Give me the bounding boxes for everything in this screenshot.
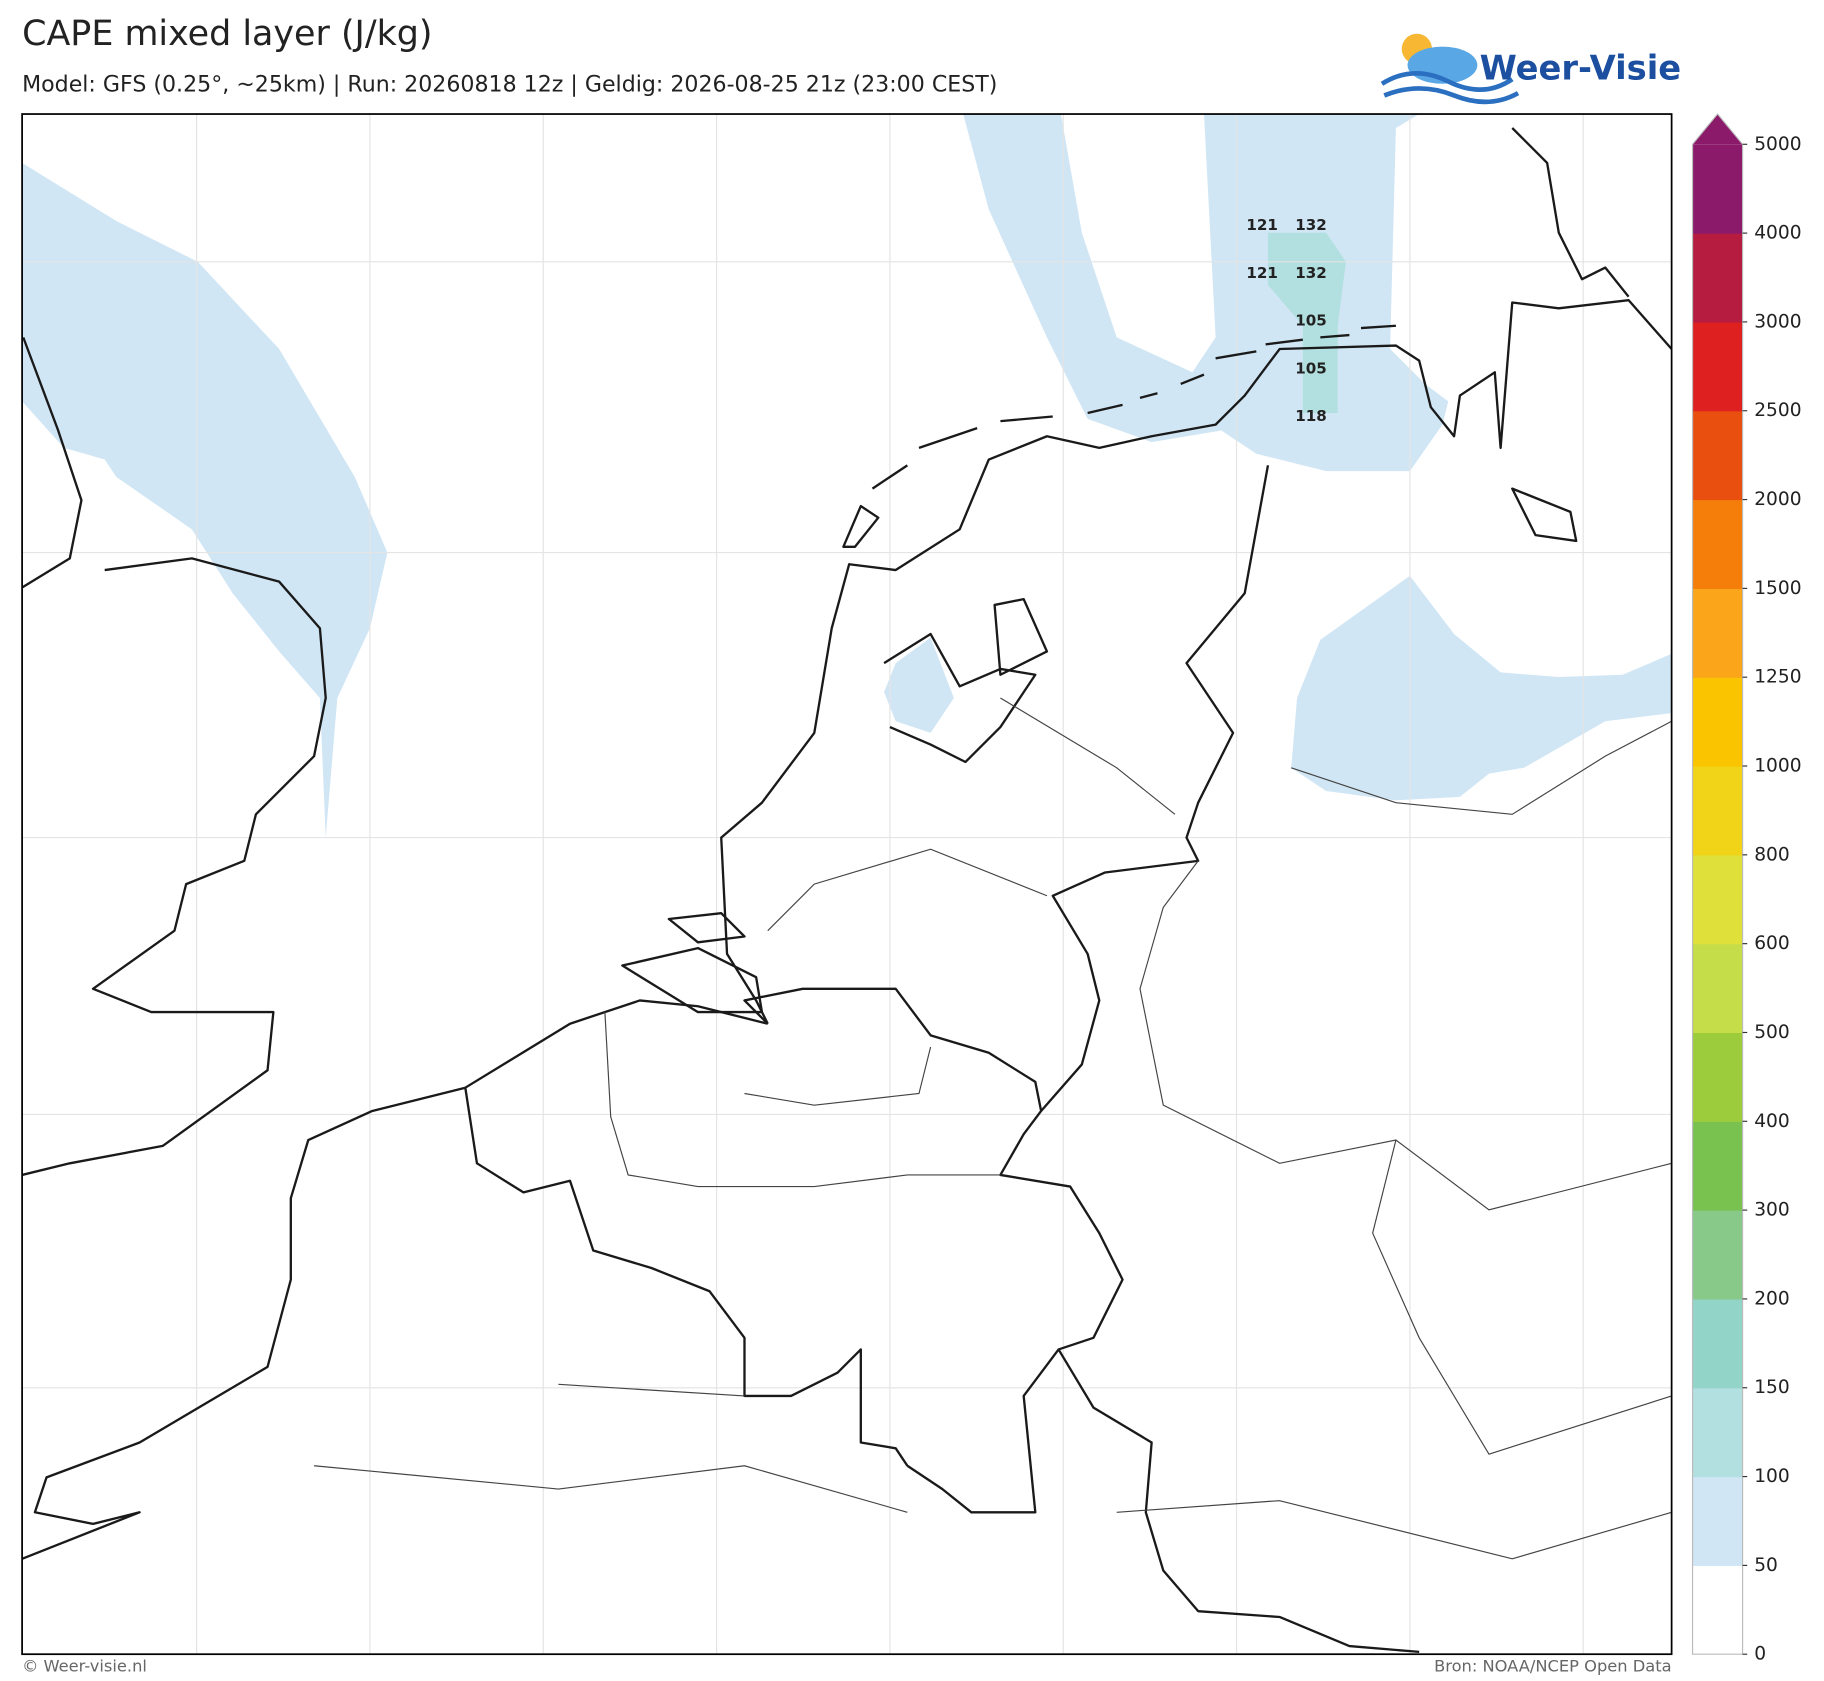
cape-value-label: 105 <box>1295 312 1327 330</box>
colorbar-bin <box>1692 233 1743 323</box>
footer-source: Bron: NOAA/NCEP Open Data <box>1434 1657 1672 1676</box>
colorbar-tick-label: 1000 <box>1754 756 1801 777</box>
logo: Weer-Visie <box>1380 33 1681 105</box>
colorbar-tick-label: 50 <box>1754 1555 1778 1576</box>
colorbar-bin <box>1692 766 1743 856</box>
cape-areas <box>22 114 1672 838</box>
colorbar-tick-label: 2500 <box>1754 400 1801 421</box>
colorbar-tick-label: 200 <box>1754 1288 1790 1309</box>
colorbar-outline <box>1691 113 1744 1655</box>
logo-text: Weer-Visie <box>1480 48 1681 87</box>
colorbar-bin <box>1692 854 1743 945</box>
colorbar-tick-label: 300 <box>1754 1200 1790 1221</box>
colorbar-bin <box>1692 410 1743 501</box>
colorbar-tick-label: 800 <box>1754 844 1790 865</box>
colorbar-bin <box>1692 1387 1743 1478</box>
colorbar-bin <box>1692 943 1743 1034</box>
cape-value-label: 121 <box>1246 264 1278 282</box>
colorbar-tick-label: 2000 <box>1754 489 1801 510</box>
colorbar-bin <box>1692 144 1743 234</box>
cape-value-label: 105 <box>1295 359 1327 377</box>
colorbar-bin <box>1692 1121 1743 1211</box>
map-frame <box>21 113 1673 1656</box>
colorbar-bin <box>1692 1210 1743 1300</box>
colorbar-extend <box>1692 114 1743 145</box>
colorbar-bin <box>1692 677 1743 767</box>
footer-credit: © Weer-visie.nl <box>22 1657 147 1676</box>
colorbar-bin <box>1692 321 1743 412</box>
map: 121 132 121 132 105 105 118 <box>21 113 1673 1656</box>
grid <box>22 114 1672 1655</box>
colorbar-tick-label: 4000 <box>1754 223 1801 244</box>
subtitle: Model: GFS (0.25°, ~25km) | Run: 2026081… <box>22 71 997 97</box>
title: CAPE mixed layer (J/kg) <box>22 14 432 54</box>
colorbar-tick-label: 400 <box>1754 1111 1790 1132</box>
cape-value-label: 118 <box>1295 407 1327 425</box>
colorbar-bin <box>1692 1565 1743 1655</box>
cape-value-label: 132 <box>1295 216 1327 234</box>
colorbar-bin <box>1692 499 1743 589</box>
colorbar-tick-label: 3000 <box>1754 311 1801 332</box>
colorbar-bin <box>1692 1032 1743 1122</box>
cape-value-label: 121 <box>1246 216 1278 234</box>
colorbar-tick-label: 500 <box>1754 1022 1790 1043</box>
colorbar-tick-label: 0 <box>1754 1644 1766 1665</box>
colorbar-bin <box>1692 1476 1743 1566</box>
colorbar-bin <box>1692 1298 1743 1389</box>
colorbar-tick-label: 1500 <box>1754 578 1801 599</box>
colorbar-tick-label: 150 <box>1754 1377 1790 1398</box>
borders <box>314 465 1672 1654</box>
colorbar-tick-label: 600 <box>1754 933 1790 954</box>
colorbar-tick-label: 1250 <box>1754 667 1801 688</box>
colorbar-tick-label: 5000 <box>1754 134 1801 155</box>
colorbar-bin <box>1692 588 1743 678</box>
colorbar: 0 50 100 150 200 300 400 500 600 800 1000 1250 1500 2… <box>1691 113 1802 1665</box>
colorbar-tick-label: 100 <box>1754 1466 1790 1487</box>
cape-value-label: 132 <box>1295 264 1327 282</box>
